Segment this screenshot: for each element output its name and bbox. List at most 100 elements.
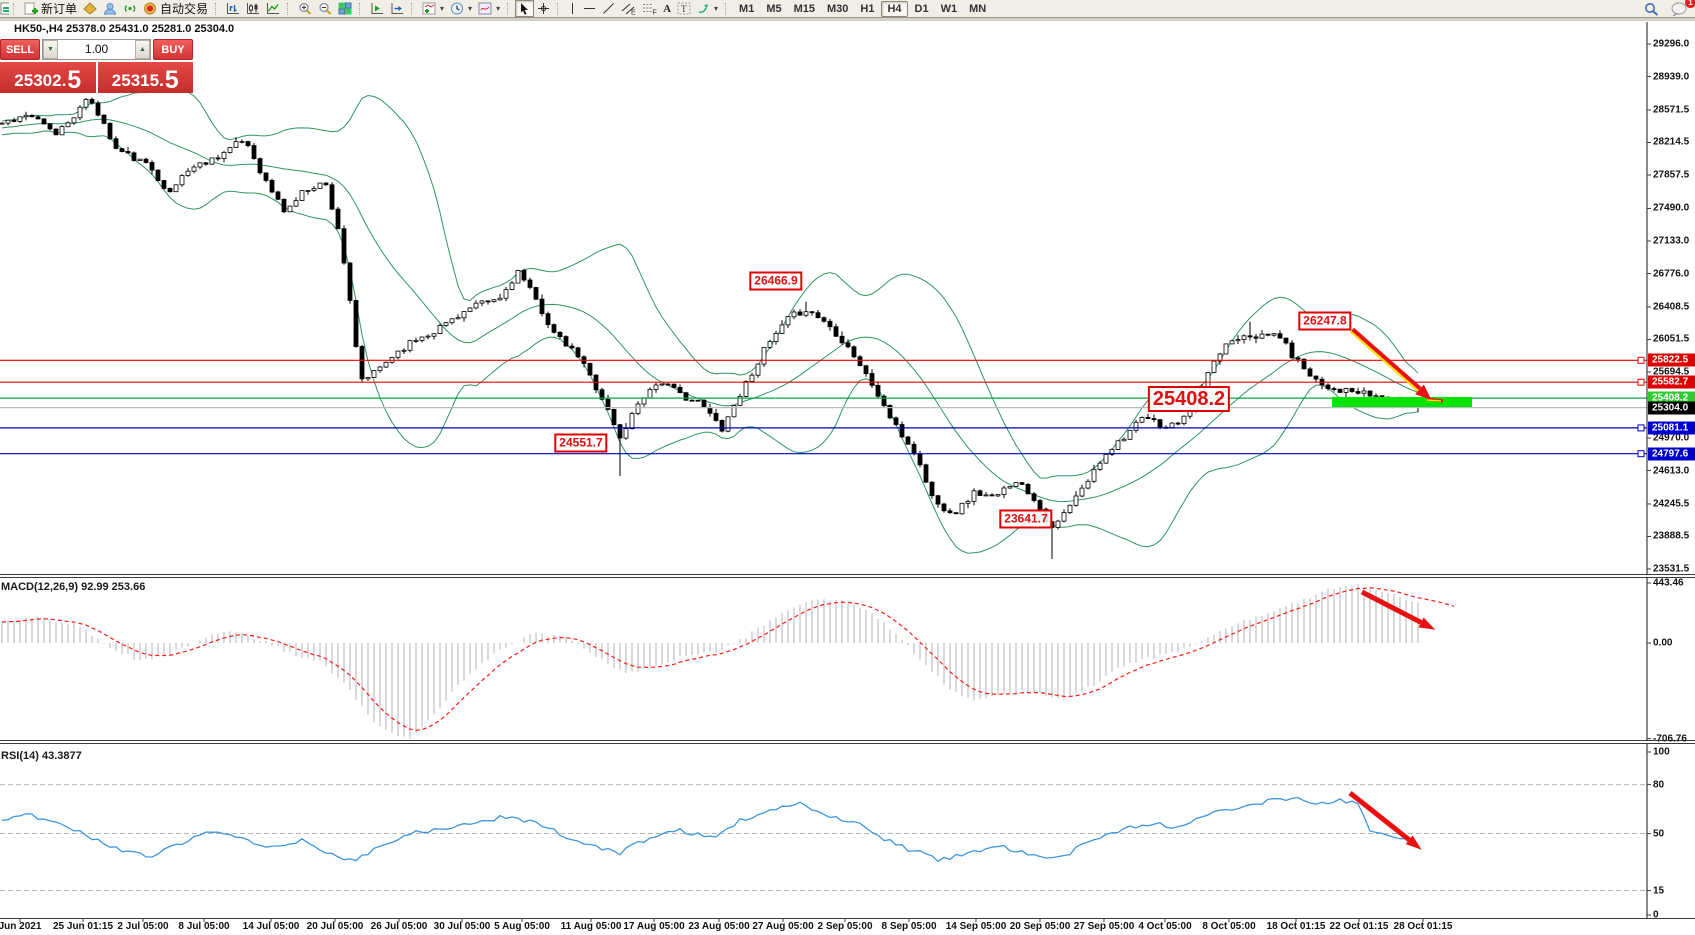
community-icon[interactable] — [100, 1, 120, 16]
candle-body — [1307, 368, 1313, 377]
text-tool[interactable]: A — [663, 2, 672, 15]
timeframe-button-w1[interactable]: W1 — [940, 2, 958, 15]
candle-body — [167, 187, 173, 193]
price-axis-label: 27857.5 — [1653, 169, 1690, 181]
line-chart-icon[interactable] — [263, 1, 283, 16]
candle-body — [17, 116, 23, 122]
rsi-axis-label: 100 — [1653, 746, 1670, 758]
candle-body — [1109, 448, 1115, 455]
candle-body — [287, 205, 293, 213]
styler-icon[interactable] — [80, 1, 100, 16]
rsi-line — [1, 796, 1419, 863]
zoom-in-icon[interactable] — [295, 1, 315, 16]
candle-body — [1265, 333, 1271, 336]
candle-body — [401, 349, 407, 352]
vertical-line-tool[interactable] — [565, 1, 580, 16]
chart-shift-icon[interactable] — [387, 1, 407, 16]
toolbar-separator — [725, 2, 730, 15]
timeframe-button-d1[interactable]: D1 — [914, 2, 929, 15]
sell-price-display[interactable]: 25302. 5 — [0, 62, 96, 93]
volume-value[interactable]: 1.00 — [84, 42, 109, 56]
candle-body — [449, 318, 455, 324]
bollinger-band-line — [1, 87, 1419, 479]
pane-separator-rsi[interactable] — [0, 740, 1695, 744]
candle-body — [743, 380, 749, 397]
candle-body — [527, 279, 533, 288]
candle-body — [839, 335, 845, 344]
periods-clock-button[interactable]: ▾ — [447, 1, 475, 16]
candle-body — [1073, 495, 1079, 506]
candle-body — [713, 412, 719, 421]
candle-body — [413, 339, 419, 342]
candlestick-chart-icon[interactable] — [243, 1, 263, 16]
bar-chart-icon[interactable] — [223, 1, 243, 16]
timeframe-button-h1[interactable]: H1 — [860, 2, 875, 15]
candle-body — [359, 346, 365, 380]
buy-price-display[interactable]: 25315. 5 — [97, 62, 193, 93]
auto-scroll-icon[interactable] — [367, 1, 387, 16]
candle-body — [659, 383, 665, 386]
candle-body — [893, 417, 899, 425]
indicators-button[interactable]: ▾ — [419, 1, 447, 16]
shapes-button[interactable]: ▾ — [694, 1, 721, 16]
templates-button[interactable]: ▾ — [475, 1, 503, 16]
candle-body — [671, 383, 677, 388]
pane-separator-macd[interactable] — [0, 574, 1695, 578]
volume-decrease-button[interactable]: ▼ — [43, 40, 58, 59]
candle-body — [233, 141, 239, 148]
candle-body — [1277, 333, 1283, 339]
candle-body — [1223, 343, 1229, 355]
candle-body — [1079, 487, 1085, 497]
candle-body — [737, 395, 743, 406]
candle-body — [557, 331, 563, 337]
tile-windows-icon[interactable] — [335, 1, 355, 16]
timeframe-button-m15[interactable]: M15 — [793, 2, 816, 15]
signal-icon[interactable] — [120, 1, 140, 16]
zoom-out-icon[interactable] — [315, 1, 335, 16]
price-axis-label: 27133.0 — [1653, 235, 1690, 247]
candle-body — [1121, 438, 1127, 442]
chat-icon[interactable]: 1 — [1668, 0, 1695, 16]
new-chart-icon[interactable] — [0, 1, 9, 16]
candle-body — [131, 152, 137, 161]
time-axis-label: 27 Aug 05:00 — [752, 921, 814, 932]
price-axis-label: 23888.5 — [1653, 530, 1690, 542]
timeframe-button-h4[interactable]: H4 — [881, 0, 908, 17]
equidistant-channel-tool[interactable]: E — [618, 1, 639, 16]
timeframe-button-m1[interactable]: M1 — [739, 2, 755, 15]
buy-button[interactable]: BUY — [153, 39, 193, 60]
trendline-tool[interactable] — [599, 1, 618, 16]
cursor-tool[interactable] — [515, 0, 535, 17]
timeframe-button-mn[interactable]: MN — [969, 2, 987, 15]
search-icon[interactable] — [1641, 1, 1662, 16]
candle-body — [701, 399, 707, 408]
candle-body — [695, 399, 701, 402]
text-label-tool[interactable]: T — [674, 1, 694, 16]
timeframe-button-m5[interactable]: M5 — [766, 2, 782, 15]
volume-increase-button[interactable]: ▲ — [135, 40, 150, 59]
candle-body — [761, 346, 767, 365]
fibonacci-tool[interactable]: F — [639, 1, 660, 16]
sell-button[interactable]: SELL — [0, 39, 40, 60]
candle-body — [755, 363, 761, 376]
candle-body — [251, 145, 257, 160]
candle-body — [419, 336, 425, 341]
price-tag: 25822.5 — [1648, 353, 1695, 367]
timeframe-button-m30[interactable]: M30 — [827, 2, 849, 15]
candle-body — [1055, 520, 1061, 528]
candle-body — [281, 198, 287, 213]
autotrading-button[interactable]: 自动交易 — [140, 1, 211, 16]
candle-body — [521, 269, 527, 281]
chevron-down-icon: ▾ — [440, 4, 445, 13]
candle-body — [767, 341, 773, 348]
crosshair-tool[interactable] — [534, 1, 553, 16]
chevron-down-icon: ▾ — [468, 4, 473, 13]
candle-body — [107, 123, 113, 140]
new-order-button[interactable]: 新订单 — [21, 1, 80, 16]
candle-body — [53, 128, 59, 136]
candle-body — [257, 158, 263, 174]
candle-body — [83, 99, 89, 108]
time-axis-label: 14 Sep 05:00 — [945, 921, 1007, 932]
horizontal-line-tool[interactable] — [580, 1, 599, 16]
